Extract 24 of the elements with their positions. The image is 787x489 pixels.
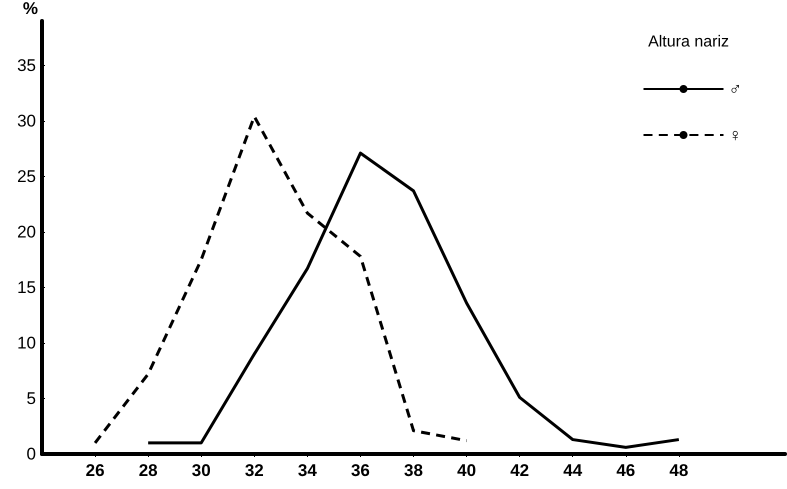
legend-title: Altura nariz (648, 34, 729, 50)
y-tick-label: 10 (17, 333, 36, 352)
x-tick-label: 30 (192, 461, 211, 480)
legend-label: ♀ (728, 125, 742, 145)
y-tick-label: 25 (17, 166, 36, 186)
x-tick-label: 48 (669, 461, 688, 480)
x-tick-label: 28 (138, 461, 158, 480)
x-tick-label: 36 (350, 461, 370, 480)
x-tick-label: 46 (616, 461, 636, 480)
y-tick-label: 0 (26, 444, 36, 464)
x-tick-label: 44 (563, 461, 583, 480)
x-tick-label: 38 (404, 461, 423, 480)
y-tick-label: 20 (17, 222, 36, 242)
x-tick-label: 32 (244, 461, 264, 480)
x-tick-label: 42 (510, 461, 530, 480)
y-tick-label: 5 (26, 388, 36, 408)
x-tick-label: 26 (86, 461, 105, 480)
y-tick-label: 35 (17, 56, 36, 75)
y-axis-title: % (22, 0, 38, 18)
y-tick-label: 30 (17, 111, 36, 130)
legend-label: ♂ (728, 79, 742, 99)
x-tick-label: 34 (298, 461, 318, 480)
x-tick-label: 40 (457, 461, 476, 480)
y-tick-label: 15 (17, 278, 36, 297)
